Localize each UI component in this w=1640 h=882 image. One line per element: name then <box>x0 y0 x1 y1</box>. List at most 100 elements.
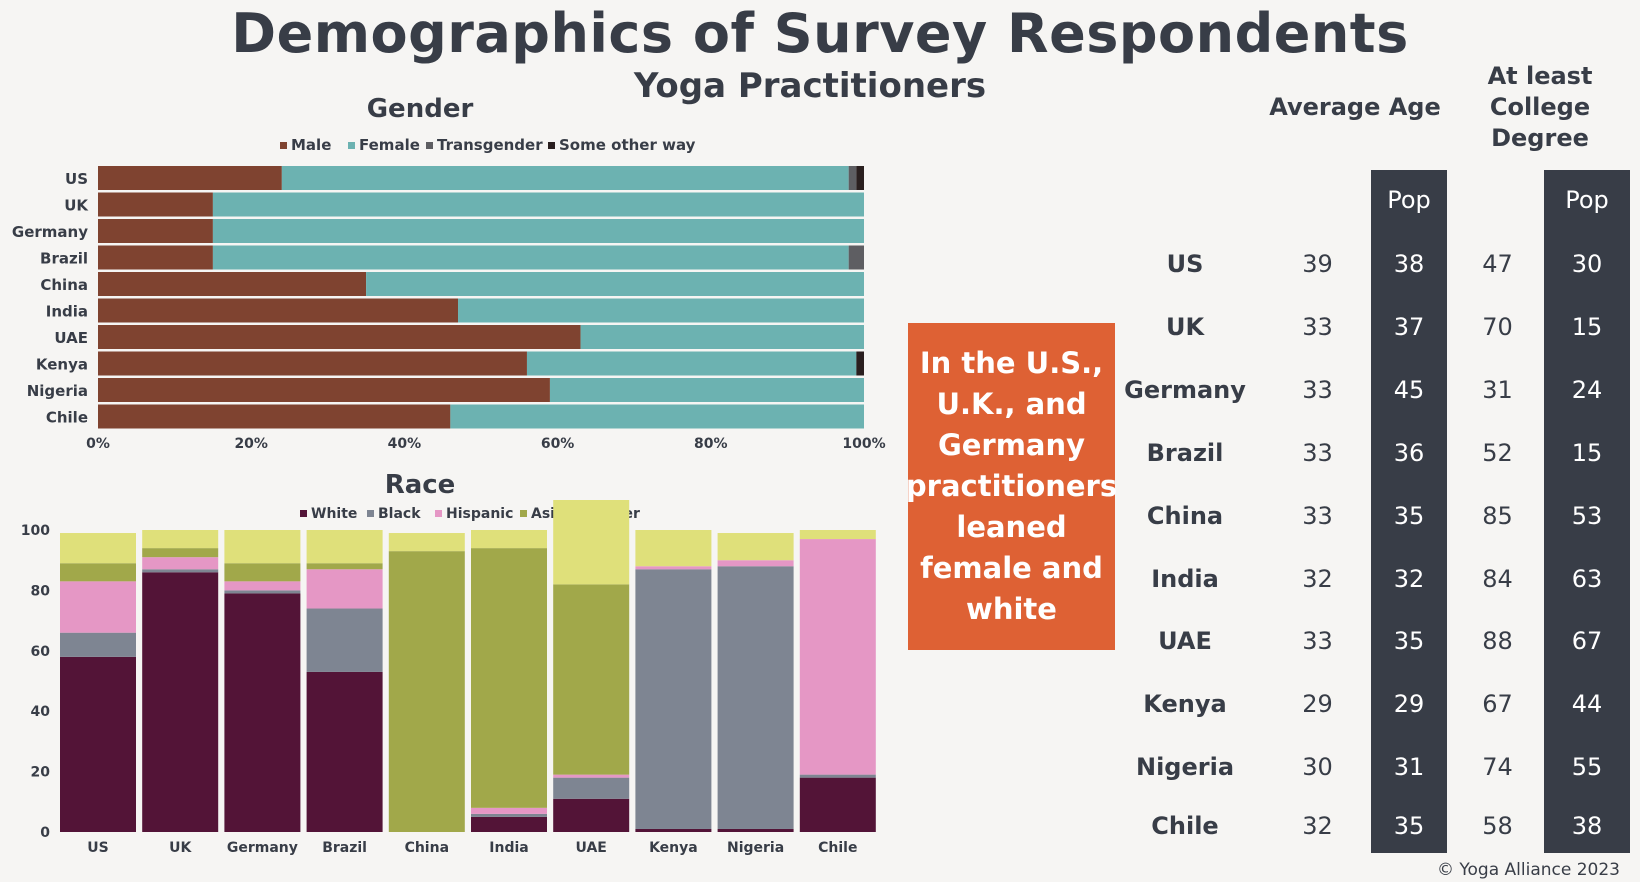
table-cell-china-age-pop: 35 <box>1393 502 1425 530</box>
legend-label-hispanic: Hispanic <box>446 506 513 522</box>
legend-label-male: Male <box>291 136 331 154</box>
bar-china-female <box>366 272 864 296</box>
table-cell-brazil-country: Brazil <box>1146 439 1224 467</box>
bar-brazil-transgender <box>848 245 864 270</box>
y-tick-uk: UK <box>64 197 89 215</box>
x-tick-80pct: 80% <box>694 436 728 452</box>
bar-india-black <box>471 813 547 817</box>
table-cell-uk-age-pop: 37 <box>1393 313 1425 341</box>
bar-brazil-male <box>98 245 213 270</box>
bar-uk-black <box>142 569 219 573</box>
legend-label-female: Female <box>359 136 420 154</box>
bar-us-male <box>98 166 282 190</box>
y-tick-chile: Chile <box>46 409 88 427</box>
table-cell-uk-college: 70 <box>1482 313 1513 341</box>
page-subtitle: Yoga Practitioners <box>633 66 987 106</box>
bar-chile-black <box>799 774 876 778</box>
table-cell-germany-age-pop: 45 <box>1393 376 1425 404</box>
bar-uae-asian <box>553 584 630 775</box>
legend-swatch-hispanic <box>435 510 442 517</box>
table-cell-kenya-country: Kenya <box>1143 690 1227 718</box>
legend-swatch-male <box>280 142 287 149</box>
legend-swatch-female <box>348 142 355 149</box>
bar-india-other <box>471 530 547 549</box>
bar-germany-male <box>98 219 213 243</box>
bar-uk-male <box>98 192 213 217</box>
bar-kenya-some-other-way <box>856 351 864 376</box>
bar-us-other <box>60 533 136 564</box>
bar-uae-white <box>553 798 630 832</box>
bar-uk-hispanic <box>142 557 219 570</box>
bar-us-some-other-way <box>856 166 864 190</box>
bar-chile-hispanic <box>799 539 876 775</box>
page-title: Demographics of Survey Respondents <box>231 2 1409 65</box>
x-tick-100pct: 100% <box>842 436 885 452</box>
bar-nigeria-white <box>717 828 794 832</box>
table-cell-brazil-age: 33 <box>1302 439 1333 467</box>
table-cell-germany-age: 33 <box>1302 376 1333 404</box>
table-cell-nigeria-age-pop: 31 <box>1393 753 1425 781</box>
x-tick-germany: Germany <box>227 840 298 856</box>
bar-us-hispanic <box>60 581 136 633</box>
callout-box: In the U.S., U.K., and Germany practitio… <box>906 323 1117 650</box>
bar-chile-other <box>799 530 876 540</box>
y-tick-us: US <box>65 170 88 188</box>
table-cell-nigeria-country: Nigeria <box>1135 753 1235 781</box>
y-tick-20: 20 <box>31 765 51 781</box>
table-cell-uae-age-pop: 35 <box>1393 627 1425 655</box>
table-cell-kenya-college: 67 <box>1482 690 1513 718</box>
table-cell-china-country: China <box>1146 502 1224 530</box>
table-cell-china-college-pop: 53 <box>1571 502 1603 530</box>
race-chart: WhiteBlackHispanicAsianOther020406080100… <box>21 500 876 856</box>
avg-age-header: Average Age <box>1269 93 1441 121</box>
bar-chile-white <box>799 777 876 832</box>
bar-nigeria-other <box>717 533 794 561</box>
x-tick-india: India <box>489 840 528 856</box>
legend-swatch-transgender <box>426 142 433 149</box>
table-cell-uae-college: 88 <box>1482 627 1513 655</box>
college-pop-header: Pop <box>1565 186 1609 214</box>
y-tick-60: 60 <box>31 644 51 660</box>
table-cell-india-age-pop: 32 <box>1393 565 1425 593</box>
bar-india-male <box>98 298 459 323</box>
bar-us-black <box>60 632 136 657</box>
age-pop-header: Pop <box>1387 186 1431 214</box>
table-cell-india-country: India <box>1151 565 1219 593</box>
bar-germany-white <box>224 593 301 832</box>
table-cell-germany-country: Germany <box>1124 376 1246 404</box>
copyright-footer: © Yoga Alliance 2023 <box>1436 860 1620 880</box>
x-tick-us: US <box>87 840 108 856</box>
legend-swatch-asian <box>520 510 527 517</box>
x-tick-kenya: Kenya <box>649 840 698 856</box>
table-cell-uae-country: UAE <box>1158 627 1212 655</box>
table-cell-nigeria-age: 30 <box>1302 753 1333 781</box>
table-cell-india-college-pop: 63 <box>1571 565 1603 593</box>
x-tick-brazil: Brazil <box>322 840 367 856</box>
bar-germany-other <box>224 530 301 564</box>
bar-brazil-black <box>306 608 383 672</box>
bar-uk-female <box>212 192 864 217</box>
table-cell-germany-college-pop: 24 <box>1571 376 1603 404</box>
x-tick-uk: UK <box>169 840 192 856</box>
y-tick-40: 40 <box>31 704 51 720</box>
race-chart-title: Race <box>384 470 456 500</box>
bar-uae-male <box>98 325 581 349</box>
table-cell-uae-age: 33 <box>1302 627 1333 655</box>
bar-uae-hispanic <box>553 774 630 778</box>
table-cell-kenya-college-pop: 44 <box>1571 690 1603 718</box>
bar-china-male <box>98 272 367 296</box>
bar-brazil-other <box>306 530 383 564</box>
x-tick-uae: UAE <box>576 840 607 856</box>
y-tick-nigeria: Nigeria <box>27 382 88 400</box>
bar-kenya-hispanic <box>635 566 712 570</box>
x-tick-chile: Chile <box>818 840 857 856</box>
y-tick-china: China <box>40 276 88 294</box>
table-cell-us-college-pop: 30 <box>1571 250 1603 278</box>
bar-kenya-white <box>635 828 712 832</box>
bar-brazil-female <box>212 245 849 270</box>
table-cell-brazil-age-pop: 36 <box>1393 439 1425 467</box>
bar-us-asian <box>60 563 136 582</box>
bar-india-female <box>458 298 864 323</box>
bar-kenya-male <box>98 351 527 376</box>
legend-label-white: White <box>311 506 357 522</box>
